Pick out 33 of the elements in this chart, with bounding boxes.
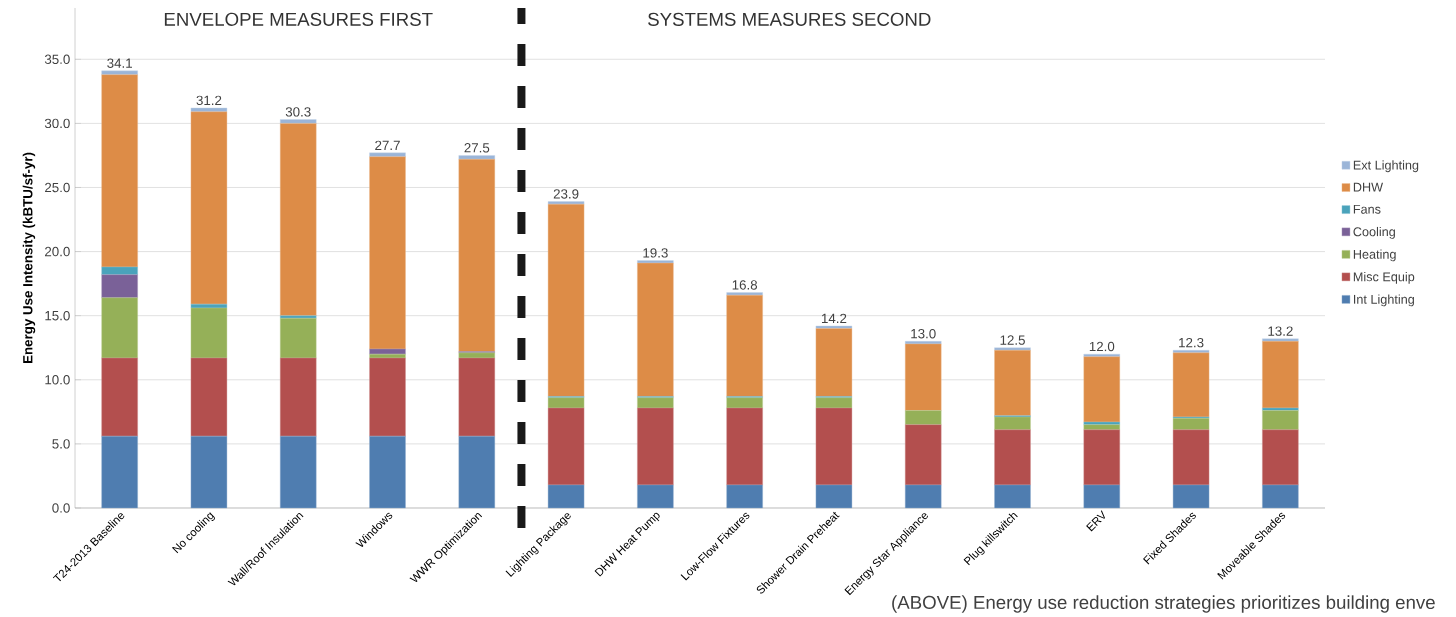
total-label: 23.9: [553, 189, 579, 199]
y-tick-label: 15.0: [45, 310, 70, 321]
total-label: 27.5: [464, 143, 490, 153]
y-tick-label: 35.0: [44, 54, 70, 64]
legend-label: Heating: [1353, 249, 1396, 262]
y-tick-label: 30.0: [44, 118, 70, 129]
total-label: 16.8: [732, 280, 758, 290]
legend-label: Cooling: [1353, 226, 1395, 239]
y-tick-label: 20.0: [45, 246, 70, 257]
total-label: 12.3: [1179, 337, 1204, 348]
total-label: 27.7: [375, 140, 400, 150]
y-tick-label: 0.0: [52, 503, 70, 513]
annotation: ENVELOPE MEASURES FIRST: [164, 12, 433, 26]
legend-label: Misc Equip: [1353, 271, 1415, 284]
total-label: 12.0: [1089, 341, 1115, 352]
y-tick-label: 25.0: [45, 182, 70, 193]
legend-label: Fans: [1353, 204, 1381, 214]
total-label: 34.1: [107, 58, 132, 68]
total-label: 31.2: [196, 95, 222, 106]
legend-label: Ext Lighting: [1353, 160, 1419, 173]
total-label: 13.2: [1268, 326, 1293, 336]
legend-label: Int Lighting: [1354, 294, 1414, 307]
total-label: 19.3: [643, 248, 668, 258]
y-axis-title: Energy Use Intensity (kBTU/sf-yr): [22, 152, 36, 364]
y-tick-label: 10.0: [45, 375, 70, 385]
annotation: SYSTEMS MEASURES SECOND: [648, 12, 931, 26]
total-label: 30.3: [285, 107, 311, 117]
total-label: 13.0: [911, 328, 936, 339]
total-label: 12.5: [1000, 335, 1025, 345]
legend-label: DHW: [1353, 182, 1384, 192]
total-label: 14.2: [821, 313, 847, 324]
text: (ABOVE) Energy use reduction strategies prioritizes building enve: [892, 595, 1435, 613]
y-tick-label: 5.0: [52, 439, 70, 449]
